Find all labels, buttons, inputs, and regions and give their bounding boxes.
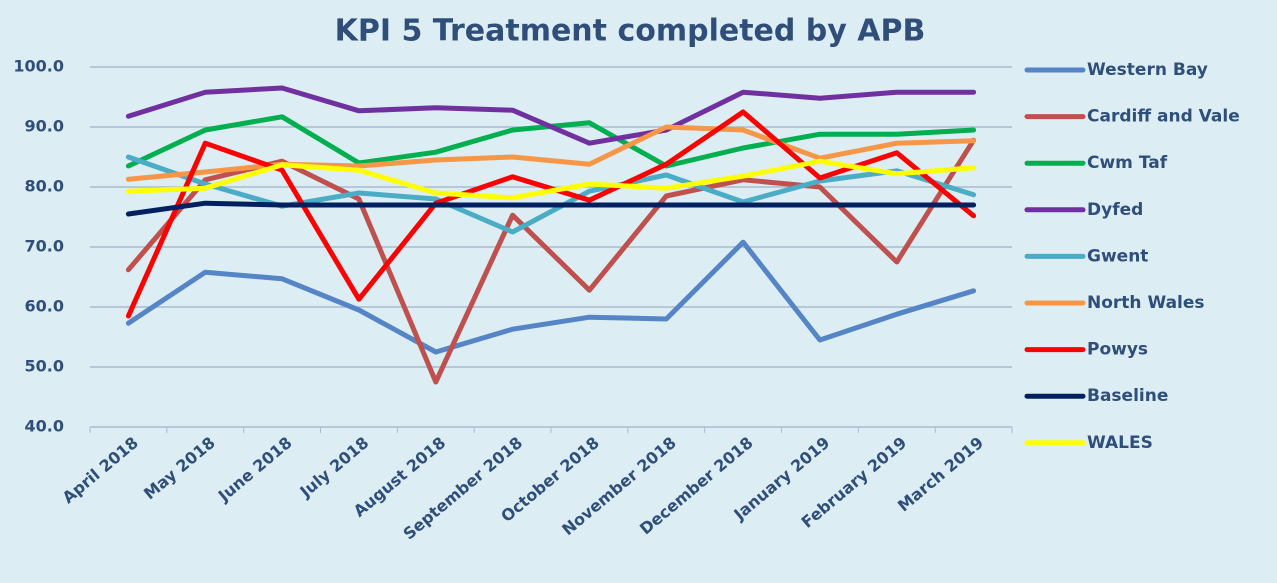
y-tick-label: 40.0 bbox=[25, 417, 64, 436]
y-tick-label: 100.0 bbox=[13, 57, 64, 76]
x-tick-label: July 2018 bbox=[296, 433, 373, 502]
x-tick-label: May 2018 bbox=[140, 433, 219, 503]
legend-label: Gwent bbox=[1087, 246, 1148, 266]
legend-label: Baseline bbox=[1087, 386, 1168, 406]
legend-label: Powys bbox=[1087, 340, 1148, 360]
y-tick-label: 90.0 bbox=[25, 117, 64, 136]
legend-label: North Wales bbox=[1087, 293, 1205, 313]
x-tick-label: April 2018 bbox=[59, 433, 142, 507]
legend-label: Dyfed bbox=[1087, 200, 1143, 220]
series-line bbox=[125, 85, 977, 146]
series-line bbox=[125, 239, 977, 355]
chart-title: KPI 5 Treatment completed by APB bbox=[335, 14, 926, 49]
y-tick-label: 60.0 bbox=[25, 297, 64, 316]
x-tick-label: June 2018 bbox=[214, 433, 296, 506]
legend-label: Cwm Taf bbox=[1087, 153, 1168, 173]
series-line bbox=[125, 158, 977, 201]
legend-label: Western Bay bbox=[1087, 60, 1208, 80]
series-line bbox=[125, 200, 977, 217]
y-tick-label: 50.0 bbox=[25, 357, 64, 376]
legend-label: Cardiff and Vale bbox=[1087, 107, 1240, 127]
y-tick-label: 70.0 bbox=[25, 237, 64, 256]
y-tick-label: 80.0 bbox=[25, 177, 64, 196]
legend-label: WALES bbox=[1087, 433, 1153, 453]
